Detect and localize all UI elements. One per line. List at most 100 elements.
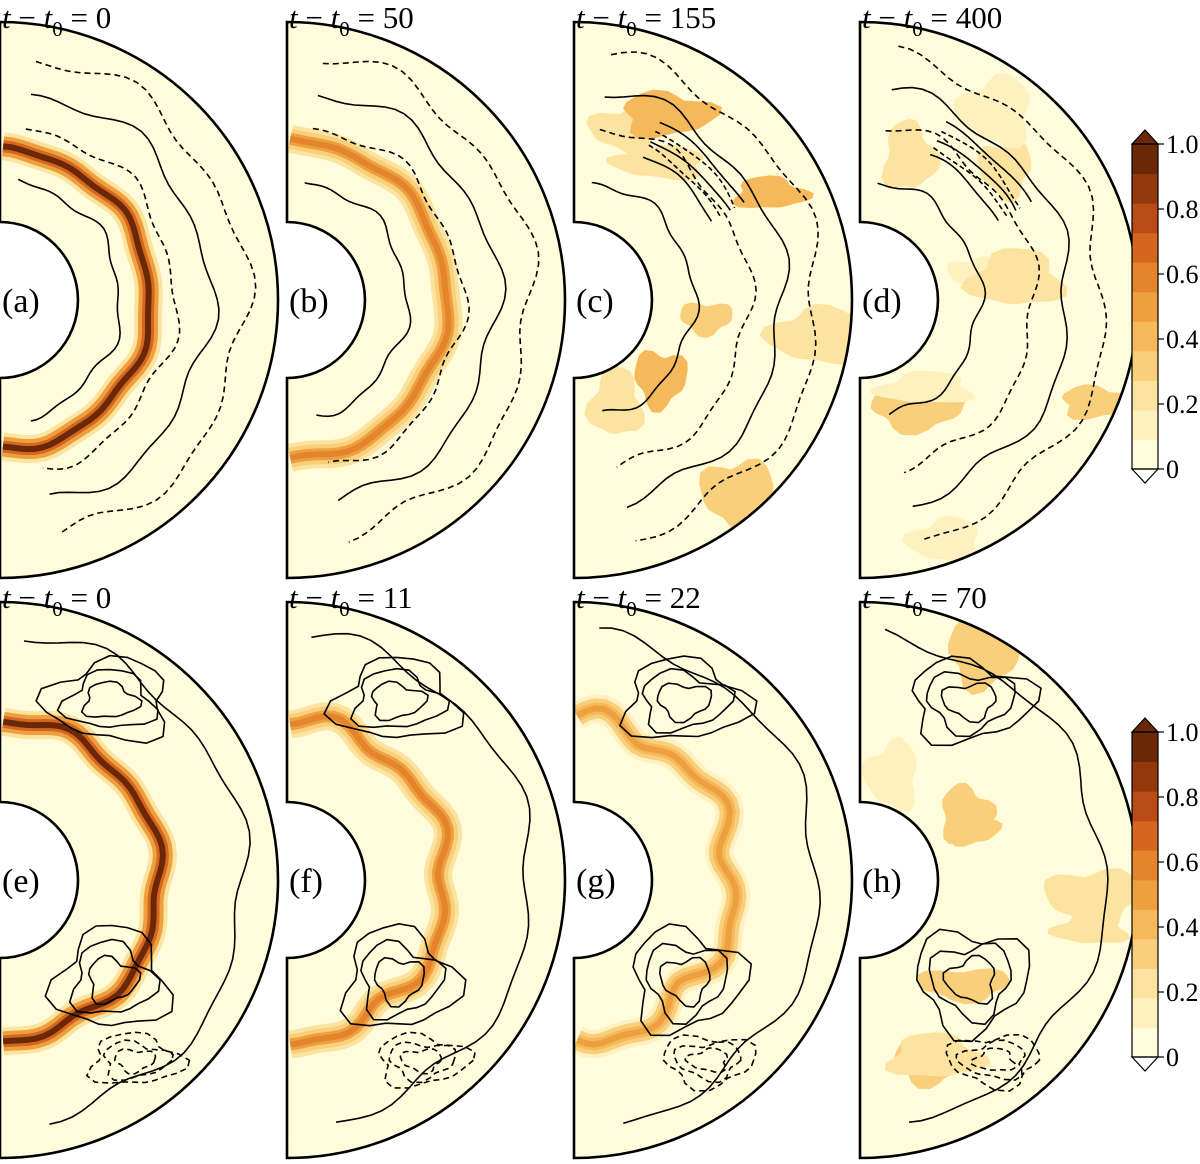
colour-patch bbox=[1047, 911, 1131, 943]
panel-outline bbox=[572, 20, 854, 580]
title-subscript: 0 bbox=[626, 597, 637, 621]
title-equals: = bbox=[923, 580, 956, 615]
colour-patch bbox=[960, 248, 1068, 305]
contour-line bbox=[945, 1033, 1041, 1092]
contour-line bbox=[911, 655, 1042, 747]
panel-label: (h) bbox=[862, 863, 902, 900]
colorbar-tick-label: 0.2 bbox=[1166, 390, 1199, 419]
contour-line bbox=[349, 667, 451, 729]
contour-line bbox=[933, 147, 1008, 217]
colour-field bbox=[0, 602, 278, 1158]
contour-line bbox=[113, 1048, 157, 1075]
contour-line bbox=[929, 153, 1000, 222]
panel-outline bbox=[572, 600, 854, 1160]
title-equals: = bbox=[350, 0, 383, 35]
title-subscript: 0 bbox=[626, 17, 637, 41]
panel-title: t − t0 = 155 bbox=[576, 0, 716, 41]
title-subscript: 0 bbox=[52, 597, 63, 621]
title-variable: t bbox=[576, 580, 586, 615]
title-equals: = bbox=[923, 0, 956, 35]
contour-line bbox=[87, 954, 142, 1006]
colour-patch bbox=[584, 366, 645, 435]
panel-label: (d) bbox=[862, 283, 902, 320]
panel-outline bbox=[858, 600, 1140, 1160]
panel-label: (f) bbox=[289, 863, 323, 900]
colour-patch bbox=[942, 782, 998, 845]
panel-title: t − t0 = 0 bbox=[2, 580, 111, 621]
contour-line bbox=[360, 938, 447, 1021]
colour-patch bbox=[901, 515, 979, 564]
colorbar-swatch bbox=[1132, 232, 1158, 263]
contour-line bbox=[656, 682, 713, 724]
colour-patch bbox=[1043, 868, 1138, 932]
colorbar-swatch bbox=[1132, 909, 1158, 940]
contour-line bbox=[30, 93, 220, 495]
line-contours bbox=[591, 51, 820, 542]
title-minus: − bbox=[585, 0, 618, 35]
contour-line bbox=[25, 128, 181, 471]
colorbar-frame bbox=[1131, 731, 1159, 1058]
title-minus: − bbox=[298, 0, 331, 35]
contour-line bbox=[659, 121, 745, 203]
title-subscript: 0 bbox=[52, 17, 63, 41]
title-subscript: 0 bbox=[339, 597, 350, 621]
title-minus: − bbox=[11, 580, 44, 615]
contour-line bbox=[632, 923, 753, 1037]
ring-band bbox=[289, 713, 451, 1048]
contour-line bbox=[970, 1047, 1018, 1071]
colour-patch bbox=[680, 302, 733, 339]
background-field bbox=[860, 602, 1138, 1158]
contour-line bbox=[312, 127, 470, 463]
panel-label: (b) bbox=[289, 283, 329, 320]
contour-line bbox=[884, 628, 1109, 1123]
line-contours bbox=[311, 632, 531, 1123]
colorbar-swatch bbox=[1132, 968, 1158, 999]
contour-line bbox=[599, 128, 757, 468]
panel-label: (a) bbox=[2, 283, 40, 320]
contour-line bbox=[618, 655, 758, 739]
title-minus: − bbox=[585, 580, 618, 615]
panel-label: (g) bbox=[576, 863, 616, 900]
title-variable: t bbox=[2, 0, 12, 35]
panel-outline bbox=[0, 20, 280, 580]
colorbar-tick-label: 0.6 bbox=[1166, 260, 1199, 289]
title-value: 70 bbox=[956, 580, 987, 615]
colorbar-extend-min bbox=[1130, 468, 1160, 484]
title-value: 11 bbox=[383, 580, 413, 615]
colorbar-tick-label: 0.4 bbox=[1166, 325, 1199, 354]
title-variable: t bbox=[331, 580, 341, 615]
contour-line bbox=[304, 182, 412, 418]
contour-line bbox=[877, 182, 987, 416]
colorbar-tick-label: 0 bbox=[1166, 1043, 1179, 1072]
line-contours bbox=[23, 640, 251, 1125]
panel-outline bbox=[0, 600, 280, 1160]
panel-d: t − t0 = 400(d) bbox=[858, 0, 1140, 580]
contour-line bbox=[373, 956, 426, 1008]
contour-line bbox=[641, 667, 736, 734]
colour-patch bbox=[623, 89, 722, 139]
title-minus: − bbox=[11, 0, 44, 35]
ring-band bbox=[289, 135, 452, 461]
colour-field bbox=[0, 22, 278, 578]
panel-f: t − t0 = 11(f) bbox=[285, 580, 567, 1160]
contour-line bbox=[648, 144, 721, 217]
contour-line bbox=[377, 1031, 477, 1089]
title-equals: = bbox=[637, 0, 670, 35]
colour-patch bbox=[916, 968, 1011, 1005]
contour-line bbox=[955, 1039, 1026, 1081]
panel-title: t − t0 = 70 bbox=[862, 580, 987, 621]
colorbar-tick-label: 0.2 bbox=[1166, 978, 1199, 1007]
contour-line bbox=[339, 922, 467, 1027]
contour-line bbox=[655, 130, 736, 209]
title-variable: t bbox=[2, 580, 12, 615]
ring-band bbox=[575, 705, 740, 1048]
title-value: 400 bbox=[956, 0, 1003, 35]
colour-field bbox=[574, 22, 852, 578]
panel-title: t − t0 = 0 bbox=[2, 0, 111, 41]
contour-line bbox=[370, 680, 429, 722]
panel-g: t − t0 = 22(g) bbox=[572, 580, 854, 1160]
contour-line bbox=[885, 129, 1041, 474]
colorbar-1: 0 0.2 0.4 0.6 0.8 1.0 bbox=[1130, 129, 1199, 484]
contour-line bbox=[23, 640, 251, 1125]
